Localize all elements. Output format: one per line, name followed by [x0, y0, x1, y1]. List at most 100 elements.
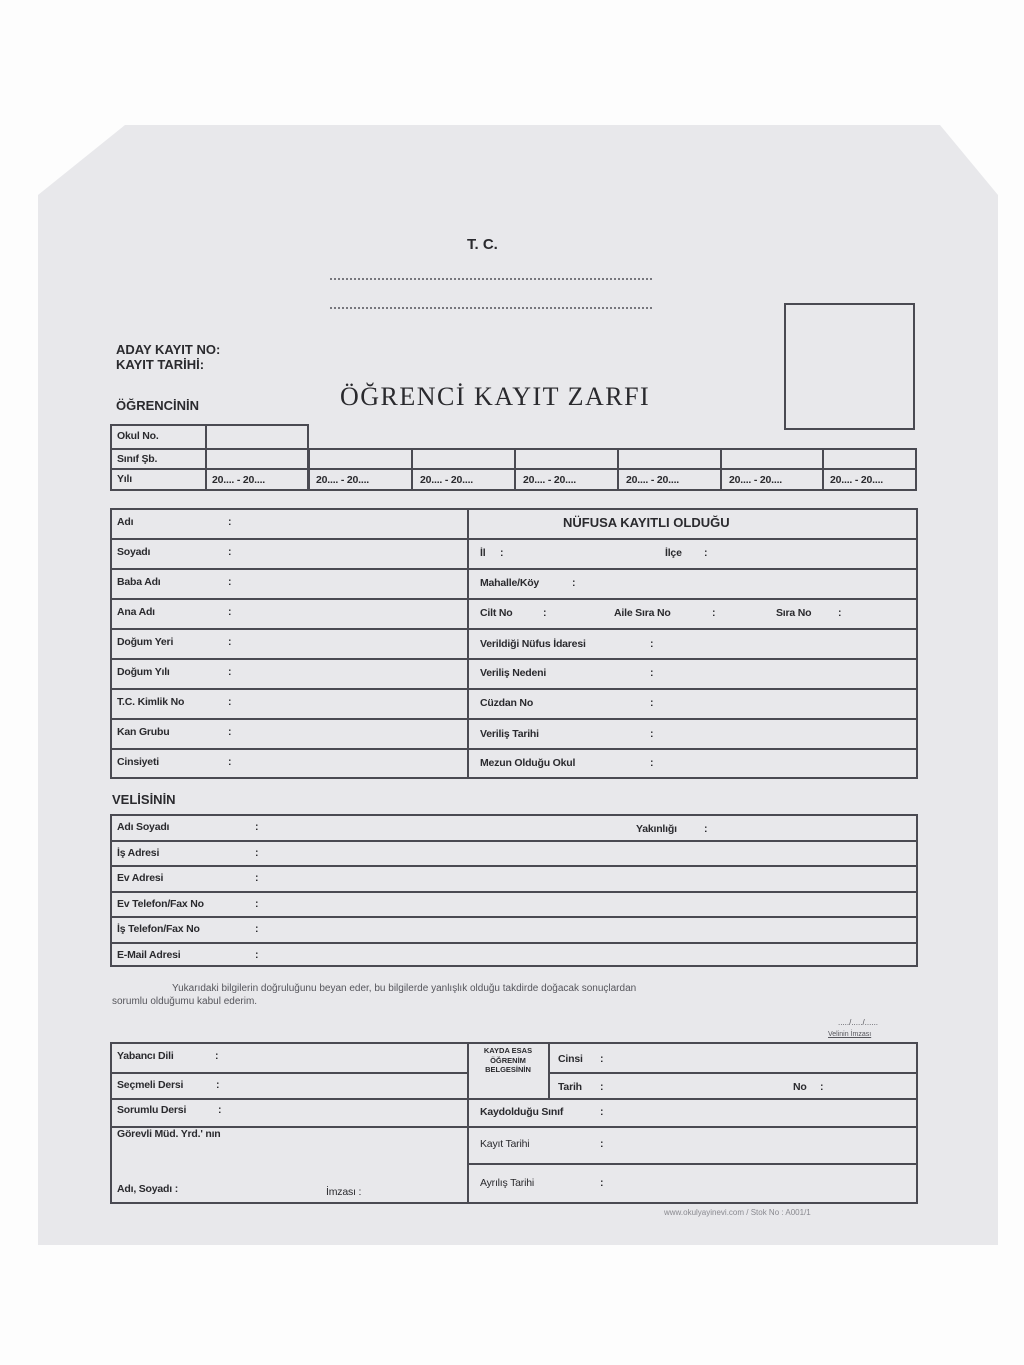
verilis-nedeni-field[interactable]: Veriliş Nedeni [480, 667, 547, 679]
colon-separator: : [228, 726, 232, 738]
colon-separator: : [228, 636, 232, 648]
sira-no-field[interactable]: Sıra No [776, 607, 812, 619]
year-range-cell[interactable]: 20.... - 20.... [212, 474, 266, 486]
colon-separator: : [255, 948, 259, 961]
year-range-cell[interactable]: 20.... - 20.... [729, 474, 783, 486]
ilce-field[interactable]: İlçe [665, 547, 682, 559]
yili-label: Yılı [117, 473, 132, 485]
yabanci-dili-field[interactable]: Yabancı Dili [117, 1050, 174, 1062]
student-field-1[interactable]: Soyadı [117, 546, 151, 558]
row-divider [110, 865, 918, 867]
column-divider [720, 448, 722, 491]
tarih-field[interactable]: Tarih [558, 1081, 582, 1093]
cinsi-field[interactable]: Cinsi [558, 1053, 583, 1065]
kaydoldugu-sinif-field[interactable]: Kaydolduğu Sınıf [480, 1106, 564, 1118]
colon-separator: : [255, 872, 259, 884]
sorumlu-dersi-field[interactable]: Sorumlu Dersi [117, 1104, 187, 1116]
row-divider [110, 1072, 468, 1074]
nufus-heading: NÜFUSA KAYITLI OLDUĞU [563, 515, 730, 530]
colon-separator: : [600, 1053, 604, 1065]
verildigi-nufus-idaresi-field[interactable]: Verildiği Nüfus İdaresi [480, 638, 586, 650]
veli-field-0[interactable]: Adı Soyadı [117, 821, 170, 833]
secmeli-dersi-field[interactable]: Seçmeli Dersi [117, 1079, 184, 1091]
colon-separator: : [255, 846, 259, 859]
student-field-3[interactable]: Ana Adı [117, 606, 155, 618]
colon-separator: : [650, 667, 654, 679]
student-table [110, 508, 918, 779]
colon-separator: : [255, 821, 259, 833]
kayit-tarihi-label: KAYIT TARİHİ: [116, 357, 205, 372]
year-range-cell[interactable]: 20.... - 20.... [523, 474, 577, 486]
aile-sira-no-field[interactable]: Aile Sıra No [614, 607, 671, 619]
veli-field-4[interactable]: İş Telefon/Fax No [117, 923, 200, 935]
colon-separator: : [255, 897, 259, 910]
student-field-8[interactable]: Cinsiyeti [117, 756, 159, 768]
veli-field-1[interactable]: İş Adresi [117, 846, 160, 859]
student-field-0[interactable]: Adı [117, 516, 134, 528]
student-field-5[interactable]: Doğum Yılı [117, 666, 170, 678]
colon-separator: : [704, 547, 708, 559]
colon-separator: : [650, 757, 654, 769]
gorevli-mud-yrd-label: Görevli Müd. Yrd.' nın [117, 1128, 221, 1140]
column-divider [822, 448, 824, 491]
mahalle-koy-field[interactable]: Mahalle/Köy [480, 577, 540, 589]
colon-separator: : [650, 638, 654, 650]
ogrencinin-label: ÖĞRENCİNİN [116, 398, 200, 413]
velinin-imzasi-label: Velinin İmzası [828, 1031, 872, 1038]
column-divider [467, 1042, 469, 1204]
row-divider [110, 941, 918, 944]
year-range-cell[interactable]: 20.... - 20.... [626, 474, 680, 486]
colon-separator: : [712, 607, 716, 619]
colon-separator: : [218, 1104, 222, 1116]
bottom-table [110, 1042, 918, 1204]
colon-separator: : [228, 696, 232, 708]
colon-separator: : [228, 606, 232, 618]
aday-kayit-no-label: ADAY KAYIT NO: [116, 342, 221, 357]
colon-separator: : [216, 1079, 220, 1091]
cilt-no-field[interactable]: Cilt No [480, 607, 513, 619]
colon-separator: : [820, 1081, 824, 1093]
imzasi-field[interactable]: İmzası : [326, 1186, 362, 1198]
il-field[interactable]: İl [480, 547, 486, 559]
institution-line-2 [330, 307, 652, 309]
colon-separator: : [600, 1138, 604, 1150]
column-divider [308, 448, 310, 491]
kayit-tarihi-field[interactable]: Kayıt Tarihi [480, 1138, 530, 1150]
year-range-cell[interactable]: 20.... - 20.... [830, 474, 884, 486]
row-divider [548, 1072, 918, 1074]
row-divider [110, 916, 918, 918]
row-divider [110, 839, 918, 842]
okul-no-label: Okul No. [117, 430, 159, 442]
colon-separator: : [650, 728, 654, 740]
no-field[interactable]: No [793, 1081, 807, 1093]
form-sheet [38, 125, 998, 1245]
row-divider [110, 628, 918, 630]
row-divider [110, 598, 918, 600]
year-range-cell[interactable]: 20.... - 20.... [420, 474, 474, 486]
student-field-2[interactable]: Baba Adı [117, 576, 161, 588]
tc-heading: T. C. [467, 236, 498, 253]
year-range-cell[interactable]: 20.... - 20.... [316, 474, 370, 486]
student-field-4[interactable]: Doğum Yeri [117, 636, 174, 648]
student-field-7[interactable]: Kan Grubu [117, 726, 170, 738]
ayrilis-tarihi-field[interactable]: Ayrılış Tarihi [480, 1177, 534, 1189]
veli-field-2[interactable]: Ev Adresi [117, 872, 164, 884]
mezun-oldugu-okul-field[interactable]: Mezun Olduğu Okul [480, 757, 576, 769]
page-title: ÖĞRENCİ KAYIT ZARFI [340, 382, 651, 411]
adi-soyadi-field[interactable]: Adı, Soyadı : [117, 1183, 178, 1195]
signature-date[interactable]: ...../...../...... [838, 1018, 879, 1027]
veli-field-3[interactable]: Ev Telefon/Fax No [117, 897, 204, 910]
colon-separator: : [650, 697, 654, 709]
colon-separator: : [838, 607, 842, 619]
colon-separator: : [228, 516, 232, 528]
column-divider [548, 1042, 550, 1098]
cuzdan-no-field[interactable]: Cüzdan No [480, 697, 534, 709]
row-divider [467, 1163, 918, 1165]
veli-field-5[interactable]: E-Mail Adresi [117, 948, 181, 961]
colon-separator: : [228, 576, 232, 588]
verilis-tarihi-field[interactable]: Veriliş Tarihi [480, 728, 539, 740]
yakinligi-field[interactable]: Yakınlığı [636, 823, 677, 835]
student-field-6[interactable]: T.C. Kimlik No [117, 696, 185, 708]
row-divider [110, 468, 917, 470]
row-divider [110, 538, 918, 540]
